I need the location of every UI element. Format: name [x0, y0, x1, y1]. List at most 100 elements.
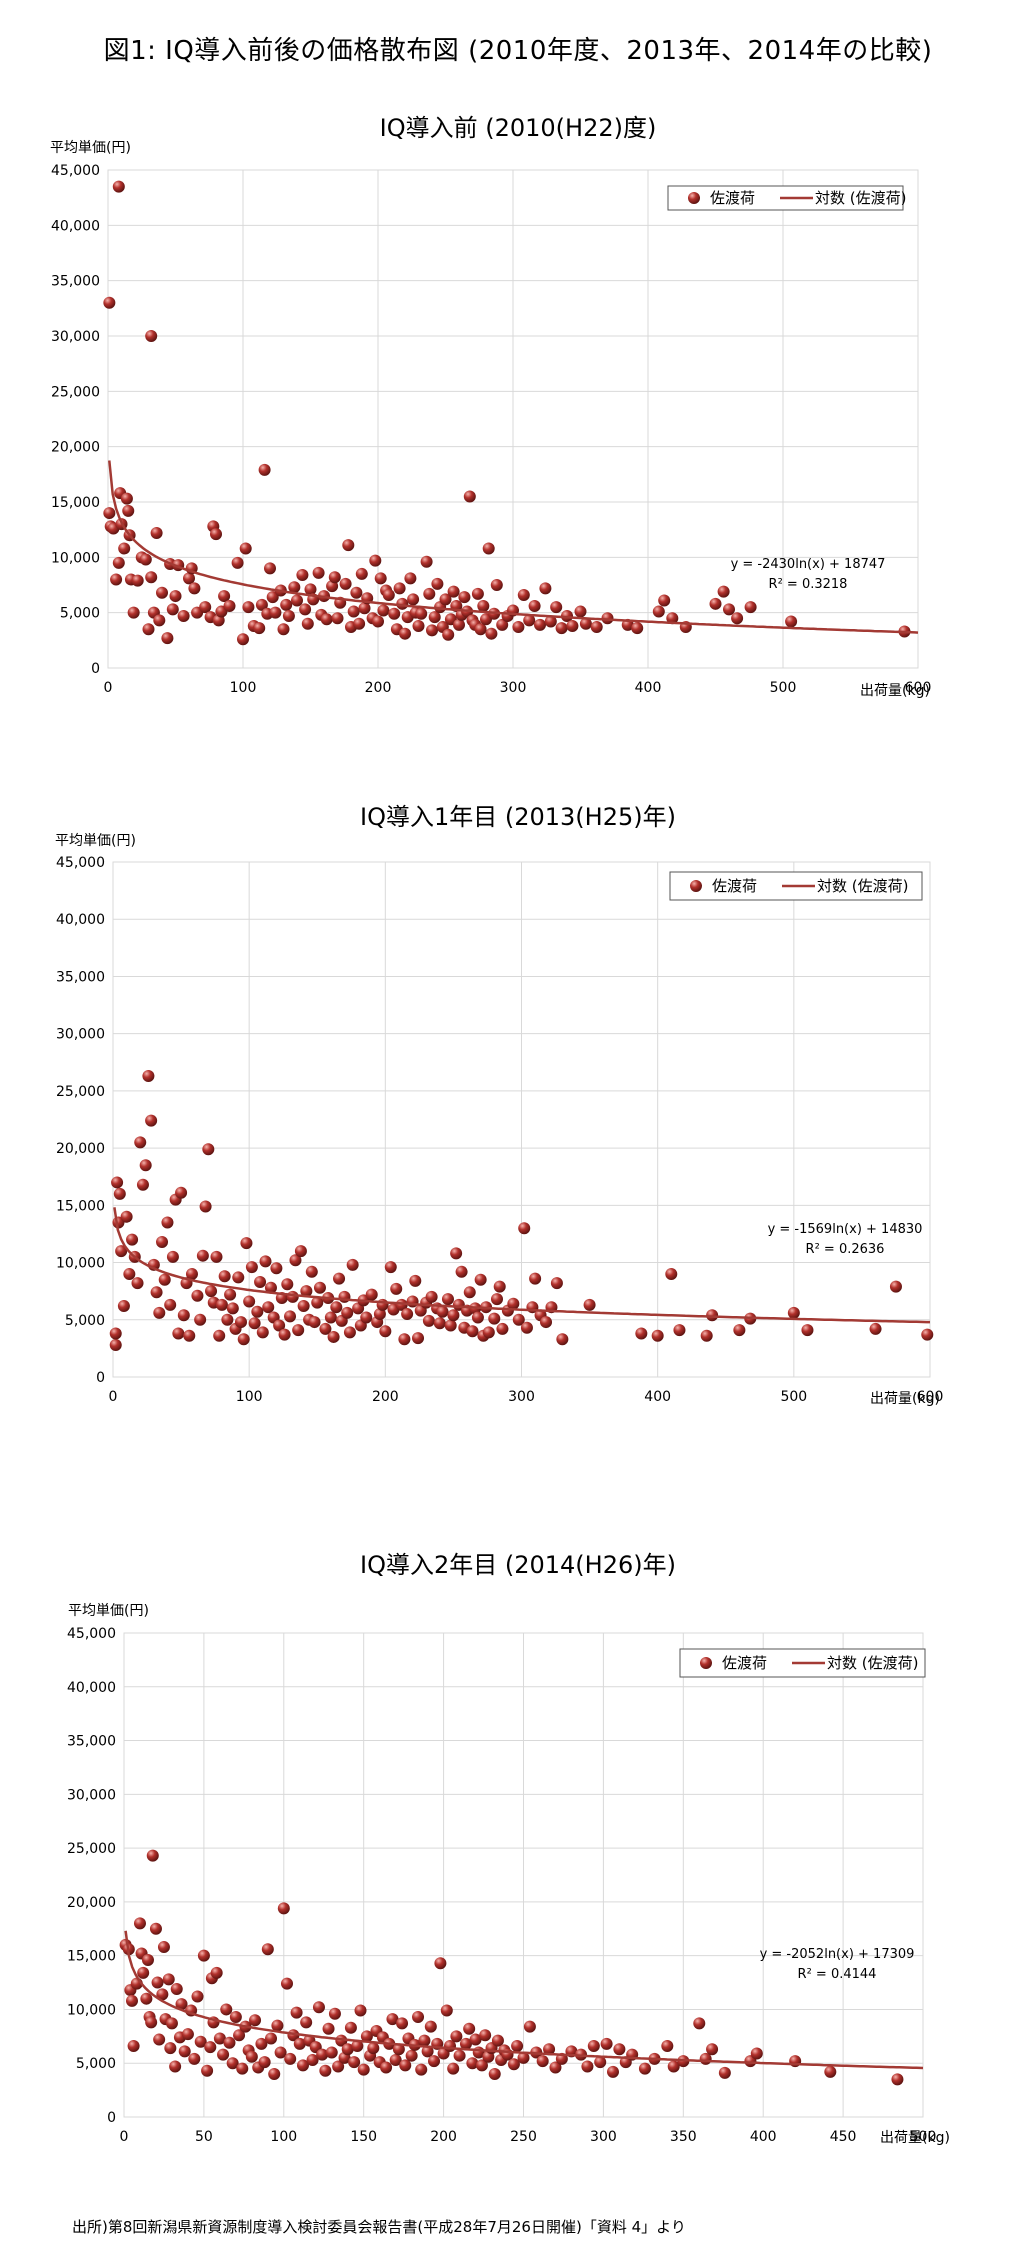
data-point	[145, 330, 158, 342]
data-point	[306, 2053, 319, 2066]
data-point	[162, 1973, 175, 1986]
y-tick-label: 25,000	[56, 1084, 105, 1100]
data-point	[889, 1280, 902, 1293]
data-point	[175, 1998, 188, 2011]
data-point	[388, 607, 401, 620]
data-point	[149, 1922, 162, 1935]
data-point	[111, 1176, 124, 1189]
data-point	[517, 2051, 530, 2064]
legend-series-label: 佐渡荷	[712, 877, 757, 895]
data-point	[299, 603, 312, 616]
legend-trend-label: 対数 (佐渡荷)	[815, 189, 906, 207]
y-tick-label: 5,000	[76, 2056, 116, 2072]
data-point	[166, 1250, 179, 1263]
y-tick-label: 20,000	[51, 440, 100, 456]
data-point	[346, 1258, 359, 1271]
legend-marker	[688, 192, 700, 204]
data-point	[523, 2020, 536, 2033]
data-point	[156, 1988, 169, 2001]
data-point	[161, 1216, 174, 1229]
trendline-equation: y = -2430ln(x) + 18747	[731, 557, 886, 572]
data-point	[477, 600, 490, 613]
data-point	[422, 1314, 435, 1327]
data-point	[412, 619, 425, 632]
data-point	[377, 604, 390, 617]
x-tick-label: 100	[236, 1389, 263, 1405]
data-point	[390, 1282, 403, 1295]
data-point	[561, 609, 573, 622]
data-point	[125, 1994, 138, 2007]
data-point	[319, 2064, 332, 2077]
data-point	[117, 1300, 130, 1313]
data-point	[290, 2006, 303, 2019]
data-point	[248, 1317, 261, 1330]
data-point	[237, 1333, 250, 1346]
data-point	[412, 2010, 425, 2023]
data-point	[170, 1983, 183, 1996]
data-point	[191, 1289, 204, 1302]
data-point	[396, 2017, 409, 2030]
data-point	[399, 627, 411, 640]
data-point	[785, 615, 798, 628]
chart-1: IQ導入前 (2010(H22)度) 0 5,000 10,000 15,000 20,0…	[0, 110, 1036, 720]
data-point	[723, 603, 735, 616]
data-point	[447, 2062, 460, 2075]
data-point	[488, 1312, 501, 1325]
data-point	[658, 594, 671, 607]
data-point	[491, 2034, 504, 2047]
chart-3: IQ導入2年目 (2014(H26)年) 0 5,000 10,000 15,000 20…	[0, 1545, 1036, 2185]
data-point	[667, 2060, 680, 2073]
data-point	[471, 1311, 484, 1324]
data-point	[166, 603, 179, 616]
data-point	[482, 542, 495, 555]
data-point	[262, 1301, 275, 1314]
data-point	[150, 1286, 163, 1299]
data-point	[367, 2042, 380, 2055]
data-point	[127, 2040, 140, 2053]
data-point	[453, 618, 465, 631]
data-point	[294, 1245, 307, 1258]
y-tick-label: 40,000	[51, 218, 100, 234]
data-point	[205, 1285, 218, 1298]
data-point	[731, 612, 744, 625]
scatter-chart-svg: IQ導入1年目 (2013(H25)年) 0 5,000 10,000 15,000 20…	[55, 803, 943, 1407]
data-point	[118, 542, 131, 555]
data-point	[226, 2057, 239, 2070]
data-point	[274, 2046, 287, 2059]
data-point	[305, 1265, 318, 1278]
legend-series-label: 佐渡荷	[710, 189, 755, 207]
data-point	[268, 2067, 281, 2080]
data-point	[579, 617, 592, 630]
data-point	[339, 577, 352, 590]
data-point	[543, 2043, 556, 2056]
data-point	[638, 2062, 651, 2075]
legend-box	[669, 871, 923, 901]
data-point	[447, 1309, 460, 1322]
x-tick-label: 400	[644, 1389, 671, 1405]
data-point	[197, 1949, 210, 1962]
data-point	[372, 615, 384, 628]
data-point	[199, 1200, 212, 1213]
data-point	[466, 1325, 479, 1338]
data-point	[355, 567, 368, 580]
data-point	[131, 1277, 144, 1290]
data-point	[389, 2053, 402, 2066]
data-point	[243, 1295, 256, 1308]
data-point	[278, 1328, 291, 1341]
data-point	[342, 539, 355, 552]
data-point	[458, 591, 471, 604]
data-point	[418, 2034, 431, 2047]
data-point	[433, 1317, 446, 1330]
data-point	[539, 582, 552, 595]
data-point	[183, 572, 195, 585]
data-point	[496, 618, 509, 631]
x-tick-label: 0	[109, 1389, 118, 1405]
data-point	[153, 2033, 166, 2046]
data-point	[139, 553, 152, 566]
data-point	[423, 587, 436, 600]
x-tick-label: 500	[780, 1389, 807, 1405]
trendline-r2: R² = 0.2636	[806, 1242, 885, 1257]
data-point	[665, 1268, 678, 1280]
data-point	[395, 1298, 408, 1311]
y-tick-label: 40,000	[56, 912, 105, 928]
